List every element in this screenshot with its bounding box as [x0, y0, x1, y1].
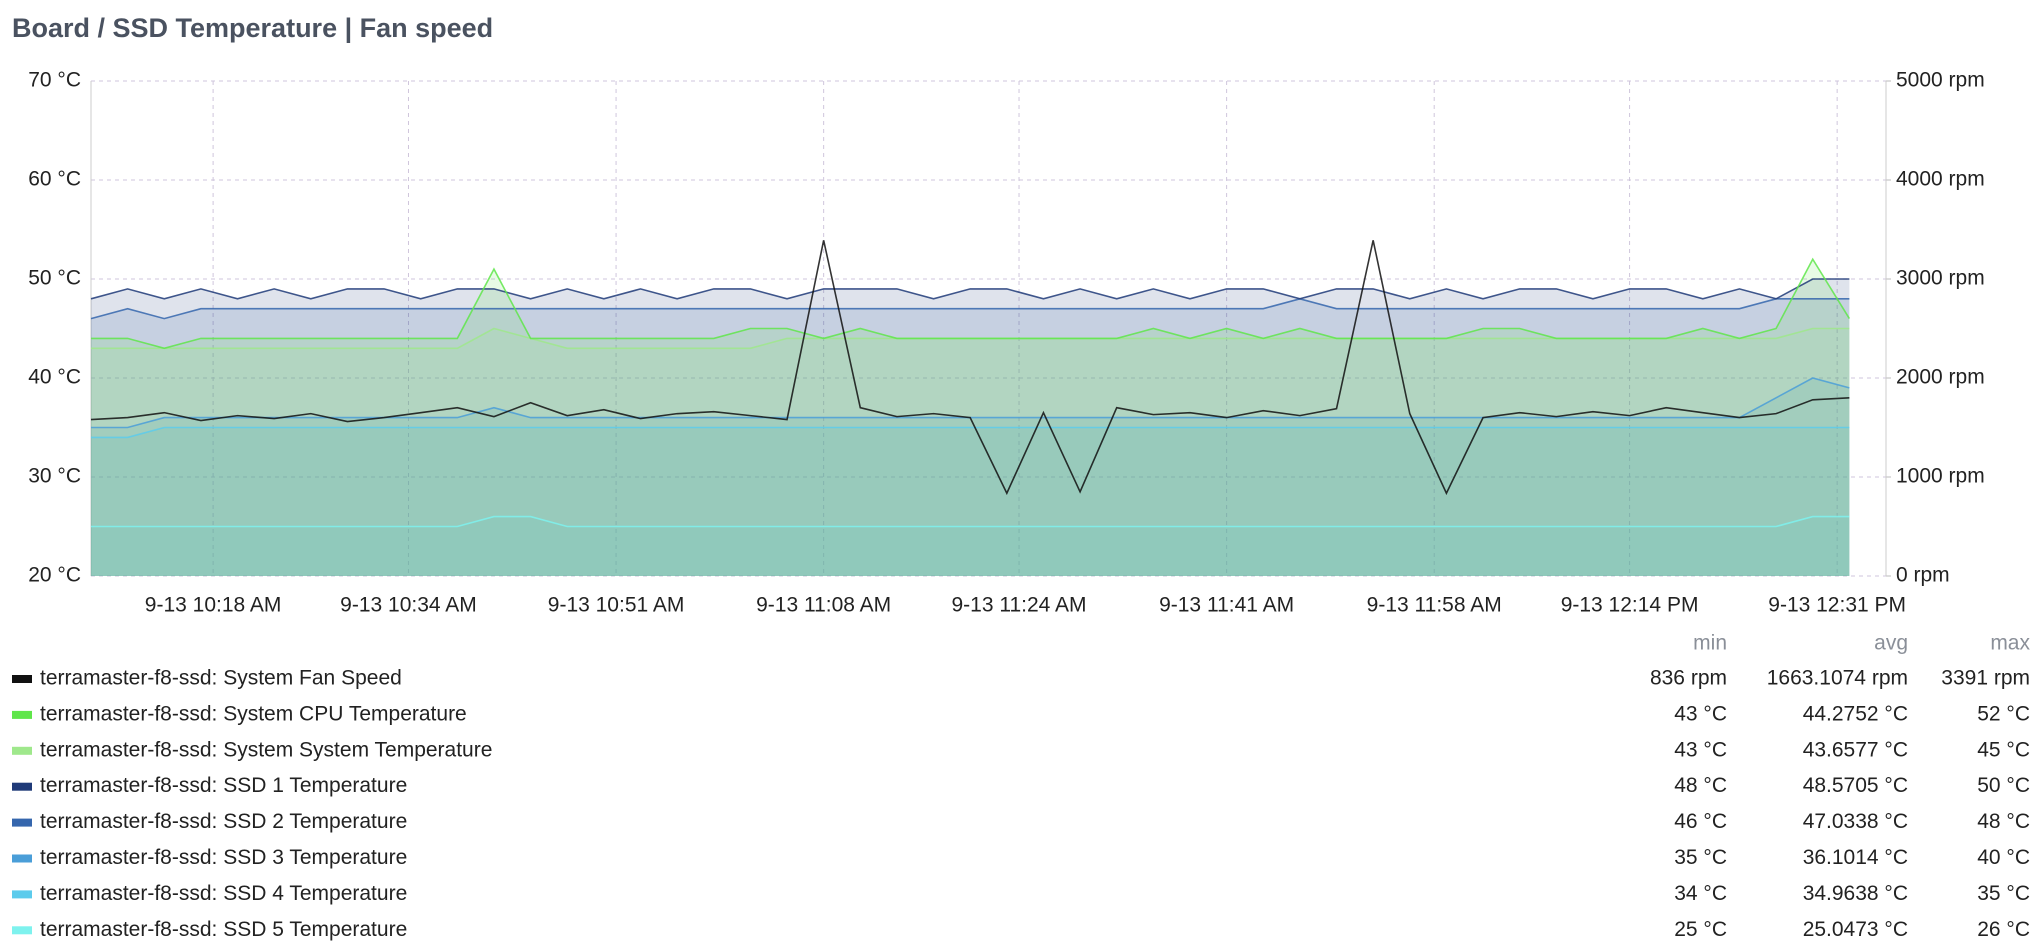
- y2-tick-label: 5000 rpm: [1896, 69, 1985, 92]
- legend-stat: 52 °C: [1977, 702, 2030, 725]
- y2-tick-label: 1000 rpm: [1896, 465, 1985, 488]
- legend-stat: 34 °C: [1674, 882, 1727, 905]
- x-tick-label: 9-13 11:24 AM: [952, 594, 1087, 617]
- legend-stat: 45 °C: [1977, 738, 2030, 761]
- y-tick-label: 50 °C: [28, 267, 81, 290]
- legend-label: terramaster-f8-ssd: SSD 2 Temperature: [40, 810, 407, 833]
- area-fill: [91, 427, 1850, 576]
- x-tick-label: 9-13 12:31 PM: [1768, 594, 1906, 617]
- y-tick-label: 40 °C: [28, 366, 81, 389]
- y2-tick-label: 4000 rpm: [1896, 168, 1985, 191]
- legend-stat: 50 °C: [1977, 774, 2030, 797]
- legend-swatch: [12, 675, 32, 683]
- legend-stat: 43.6577 °C: [1803, 738, 1908, 761]
- chart-title: Board / SSD Temperature | Fan speed: [12, 13, 493, 43]
- area-fill: [91, 516, 1850, 576]
- legend-stat: 46 °C: [1674, 810, 1727, 833]
- y-tick-label: 60 °C: [28, 168, 81, 191]
- legend-stat: 836 rpm: [1650, 667, 1727, 690]
- legend-swatch: [12, 710, 32, 719]
- series-line: [91, 515, 1850, 528]
- legend-stat: 34.9638 °C: [1803, 882, 1908, 905]
- x-tick-label: 9-13 10:34 AM: [340, 594, 477, 617]
- legend-stat: 26 °C: [1977, 918, 2030, 941]
- legend-swatch: [12, 818, 32, 827]
- x-tick-label: 9-13 10:18 AM: [145, 594, 282, 617]
- x-tick-label: 9-13 11:41 AM: [1159, 594, 1294, 617]
- legend-label: terramaster-f8-ssd: SSD 3 Temperature: [40, 846, 407, 869]
- y2-tick-label: 2000 rpm: [1896, 366, 1985, 389]
- legend-label: terramaster-f8-ssd: SSD 1 Temperature: [40, 774, 407, 797]
- legend-stat: 1663.1074 rpm: [1767, 667, 1908, 690]
- legend-stat: 43 °C: [1674, 702, 1727, 725]
- legend-stat: 3391 rpm: [1941, 667, 2030, 690]
- series-line: [90, 278, 1850, 300]
- legend-swatch: [12, 854, 32, 863]
- y2-tick-label: 3000 rpm: [1896, 267, 1985, 290]
- legend-label: terramaster-f8-ssd: System CPU Temperatu…: [40, 702, 467, 725]
- series-line: [90, 297, 1850, 320]
- legend-stat: 35 °C: [1674, 846, 1727, 869]
- area-fill: [91, 328, 1850, 576]
- legend-stat: 25 °C: [1674, 918, 1727, 941]
- legend-stat: 25.0473 °C: [1803, 918, 1908, 941]
- legend-stat: 35 °C: [1977, 882, 2030, 905]
- legend-header: min: [1693, 632, 1727, 655]
- legend-swatch: [12, 926, 32, 935]
- series-line: [90, 240, 1850, 496]
- legend-stat: 44.2752 °C: [1803, 702, 1908, 725]
- legend-swatch: [12, 782, 32, 791]
- legend-label: terramaster-f8-ssd: System Fan Speed: [40, 667, 402, 690]
- y-tick-label: 70 °C: [28, 69, 81, 92]
- legend-header: avg: [1874, 632, 1908, 655]
- legend-stat: 48.5705 °C: [1803, 774, 1908, 797]
- legend-swatch: [12, 890, 32, 899]
- legend-stat: 47.0338 °C: [1803, 810, 1908, 833]
- legend-swatch: [12, 746, 32, 755]
- x-tick-label: 9-13 10:51 AM: [548, 594, 685, 617]
- legend-stat: 40 °C: [1977, 846, 2030, 869]
- x-tick-label: 9-13 12:14 PM: [1561, 594, 1699, 617]
- legend-label: terramaster-f8-ssd: System System Temper…: [40, 738, 492, 761]
- legend-label: terramaster-f8-ssd: SSD 5 Temperature: [40, 918, 407, 941]
- x-tick-label: 9-13 11:58 AM: [1367, 594, 1502, 617]
- legend-stat: 48 °C: [1674, 774, 1727, 797]
- y-tick-label: 30 °C: [28, 465, 81, 488]
- area-fill: [91, 298, 1850, 576]
- legend-header: max: [1990, 632, 2030, 655]
- y2-tick-label: 0 rpm: [1896, 564, 1950, 587]
- legend-stat: 48 °C: [1977, 810, 2030, 833]
- legend-stat: 43 °C: [1674, 738, 1727, 761]
- legend-label: terramaster-f8-ssd: SSD 4 Temperature: [40, 882, 407, 905]
- legend-stat: 36.1014 °C: [1803, 846, 1908, 869]
- x-tick-label: 9-13 11:08 AM: [756, 594, 891, 617]
- series-line: [91, 257, 1851, 350]
- y-tick-label: 20 °C: [28, 564, 81, 587]
- series-line: [91, 426, 1850, 439]
